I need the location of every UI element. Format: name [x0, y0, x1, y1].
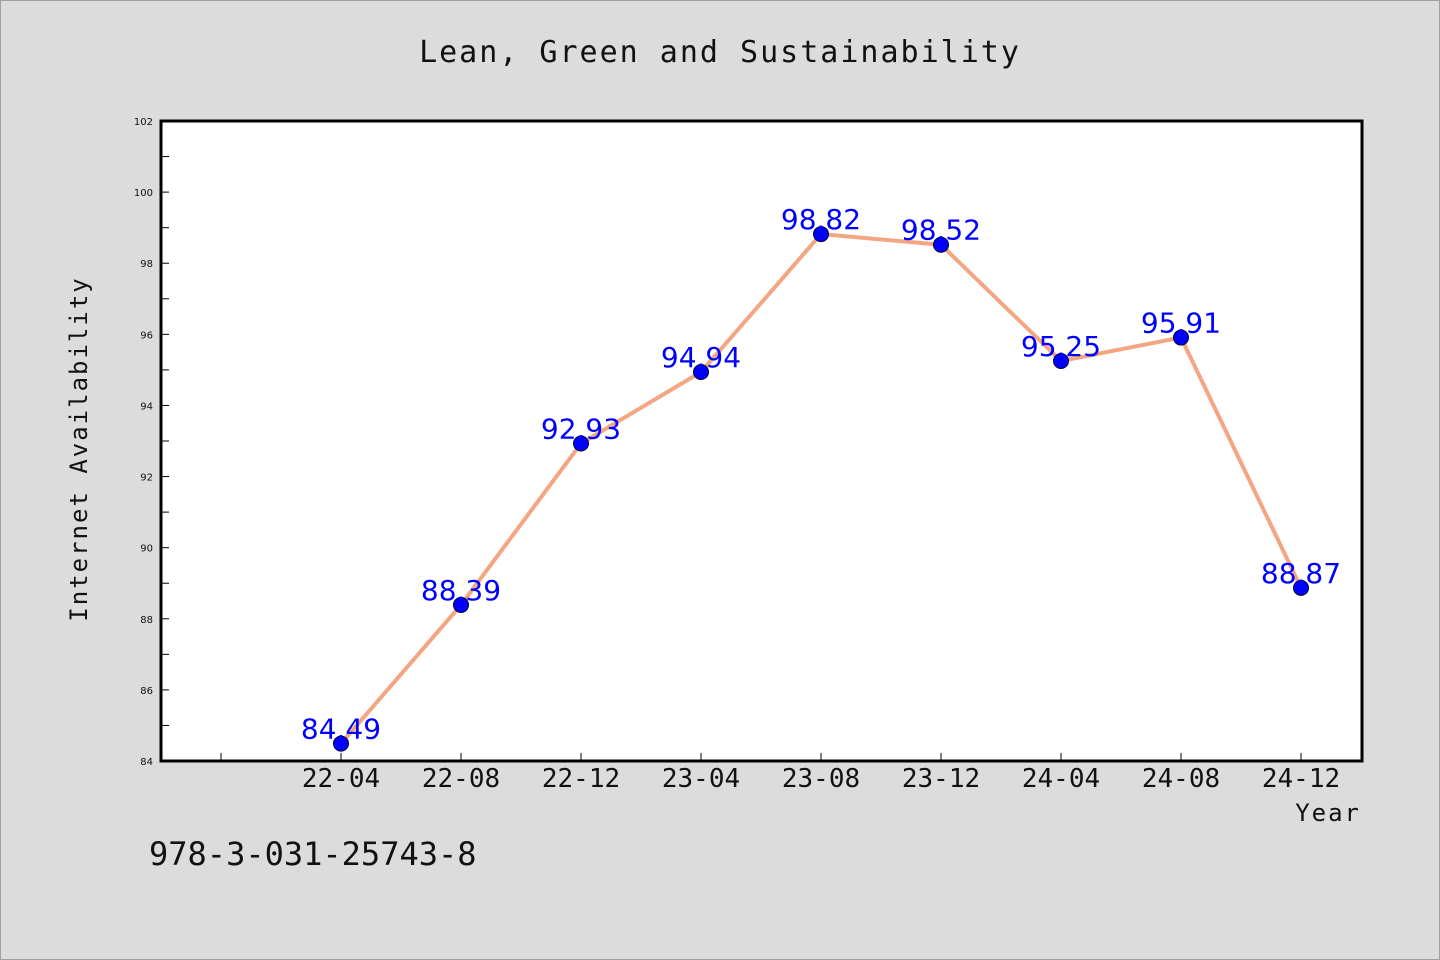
data-point [1293, 579, 1309, 596]
y-axis: 84 86 88 90 92 94 96 98 100 102 [134, 117, 169, 768]
x-tick-label: 22-08 [422, 764, 500, 794]
data-labels: 84.49 88.39 92.93 94.94 98.82 98.52 95.25 95.91… [301, 203, 1341, 746]
isbn-code: 978-3-031-25743-8 [149, 835, 477, 873]
data-point [453, 596, 469, 613]
y-tick-label: 102 [134, 117, 153, 128]
y-tick-label: 84 [140, 757, 153, 768]
x-tick-label: 23-04 [662, 764, 740, 794]
y-tick-label: 100 [134, 188, 153, 199]
x-tick-label: 24-04 [1022, 764, 1100, 794]
x-tick-label: 22-12 [542, 764, 620, 794]
data-point [573, 435, 589, 452]
data-label: 92.93 [541, 412, 621, 445]
data-point [933, 236, 949, 253]
data-label: 95.91 [1141, 307, 1221, 340]
data-label: 98.52 [901, 214, 981, 247]
x-tick-label: 23-12 [902, 764, 980, 794]
x-axis-label: Year [1295, 799, 1361, 827]
y-axis-label: Internet Availability [65, 276, 93, 621]
data-label: 98.82 [781, 203, 861, 236]
y-tick-label: 92 [140, 473, 153, 484]
y-tick-label: 88 [140, 615, 153, 626]
y-tick-label: 94 [140, 401, 153, 412]
data-point [1173, 329, 1189, 346]
data-label: 88.87 [1261, 557, 1341, 590]
data-point [693, 364, 709, 381]
data-label: 84.49 [301, 713, 381, 746]
x-tick-label: 22-04 [302, 764, 380, 794]
data-point [813, 226, 829, 243]
x-tick-label: 24-12 [1262, 764, 1340, 794]
y-tick-label: 96 [140, 330, 153, 341]
data-point [1053, 353, 1069, 369]
plot-area [159, 119, 1364, 763]
y-tick-label: 90 [140, 544, 153, 555]
y-tick-label: 86 [140, 686, 153, 697]
data-label: 95.25 [1021, 330, 1101, 363]
chart-title: Lean, Green and Sustainability [419, 35, 1021, 70]
data-point [333, 735, 349, 752]
x-tick-label: 23-08 [782, 764, 860, 794]
series-markers [333, 226, 1309, 752]
x-tick-label: 24-08 [1142, 764, 1220, 794]
data-label: 88.39 [421, 574, 501, 607]
y-tick-label: 98 [140, 259, 153, 270]
data-label: 94.94 [661, 341, 741, 374]
x-axis: 22-04 22-08 22-12 23-04 23-08 23-12 24-04 24-08… [220, 753, 1340, 794]
